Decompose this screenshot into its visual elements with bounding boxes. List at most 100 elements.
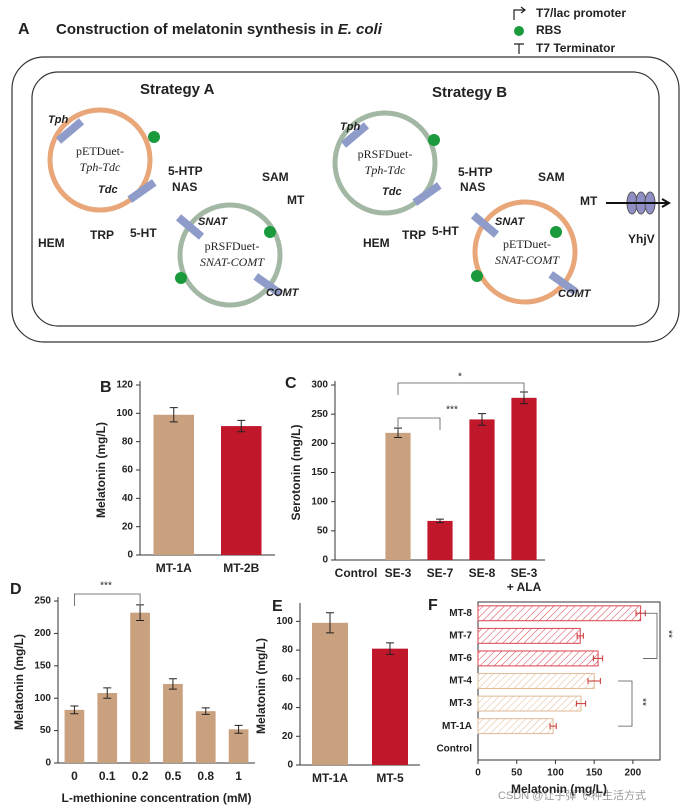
error-bar xyxy=(576,632,584,639)
gene-block xyxy=(253,273,283,297)
y-tick-label: 0 xyxy=(45,758,51,769)
y-tick-label: 60 xyxy=(282,673,294,684)
metabolite: 5-HTP xyxy=(168,164,203,178)
gene-block xyxy=(412,182,442,206)
title-italic: E. coli xyxy=(338,21,383,38)
panel-a: A Construction of melatonin synthesis in… xyxy=(11,6,680,343)
plasmid-name: pETDuet- xyxy=(503,237,551,251)
bar xyxy=(477,695,582,712)
plasmid xyxy=(472,199,578,305)
bar xyxy=(477,627,581,644)
significance-bracket xyxy=(618,680,633,727)
metabolite: HEM xyxy=(38,236,65,250)
error-bar xyxy=(478,413,486,426)
y-tick-label: 120 xyxy=(116,380,133,391)
y-tick-label: 250 xyxy=(34,596,51,607)
y-tick-label: 300 xyxy=(311,380,328,391)
bar xyxy=(477,605,642,622)
metabolite: HEM xyxy=(363,236,390,250)
rbs-icon xyxy=(514,26,524,36)
strategy-title: Strategy A xyxy=(140,81,215,98)
label-line: + ALA xyxy=(507,580,542,594)
y-tick-label: 40 xyxy=(122,493,134,504)
y-tick-label: 80 xyxy=(122,436,134,447)
rbs xyxy=(471,270,483,282)
panel-letter: D xyxy=(10,581,22,598)
x-tick-label: 0.1 xyxy=(99,769,116,783)
y-tick-label: 100 xyxy=(34,693,51,704)
error-bar xyxy=(103,687,112,699)
gene-label: SNAT xyxy=(198,216,228,228)
error-bar xyxy=(201,707,210,715)
error-bar xyxy=(436,518,444,524)
y-tick-label: 150 xyxy=(34,660,51,671)
x-tick-label: 0.2 xyxy=(132,769,149,783)
x-tick-label: SE-3 xyxy=(385,566,412,580)
gene-label: SNAT xyxy=(495,216,525,228)
y-tick-label: 100 xyxy=(116,408,133,419)
y-tick-label: MT-1A xyxy=(442,721,472,732)
y-tick-label: 50 xyxy=(40,725,52,736)
plasmid xyxy=(177,202,283,308)
bar xyxy=(511,397,537,560)
error-bar xyxy=(70,705,79,715)
gene-label: Tph xyxy=(340,121,360,133)
x-tick-label: MT-5 xyxy=(376,771,404,785)
rbs xyxy=(264,226,276,238)
cell-inner xyxy=(31,71,660,327)
gene-label: COMT xyxy=(558,288,592,300)
y-tick-label: MT-4 xyxy=(449,676,472,687)
gene-block xyxy=(340,122,370,148)
y-axis-label: Melatonin (mg/L) xyxy=(254,638,268,734)
x-tick-label: MT-2B xyxy=(223,561,259,575)
bar xyxy=(153,414,194,555)
gene-block xyxy=(127,179,157,203)
metabolite: SAM xyxy=(262,170,289,184)
metabolite: TRP xyxy=(402,228,426,242)
gene-label: Tph xyxy=(48,114,68,126)
error-bar xyxy=(168,678,177,690)
x-tick-label: SE-8 xyxy=(469,566,496,580)
rbs xyxy=(175,272,187,284)
y-tick-label: MT-6 xyxy=(449,653,472,664)
gene-block xyxy=(548,271,578,295)
x-tick-label: 0 xyxy=(71,769,78,783)
gene-block xyxy=(175,214,205,240)
panel-letter: A xyxy=(18,21,30,38)
y-tick-label: MT-8 xyxy=(449,608,472,619)
plasmid-name: pRSFDuet- xyxy=(358,147,413,161)
significance-label: ** xyxy=(662,630,673,638)
bar xyxy=(477,673,595,689)
x-axis-label: L-methionine concentration (mM) xyxy=(62,791,252,805)
x-tick-label: 200 xyxy=(625,768,642,779)
legend-rbs: RBS xyxy=(536,23,561,37)
y-axis-label: Serotonin (mg/L) xyxy=(289,425,303,521)
y-tick-label: MT-3 xyxy=(449,698,472,709)
y-tick-label: 100 xyxy=(276,616,293,627)
y-tick-label: 60 xyxy=(122,465,134,476)
error-bar xyxy=(549,723,557,730)
metabolite: NAS xyxy=(460,180,485,194)
significance-bracket xyxy=(397,417,441,430)
plasmid-name: pETDuet- xyxy=(76,144,124,158)
y-tick-label: 0 xyxy=(322,555,328,566)
x-tick-label: Control xyxy=(335,566,378,580)
metabolite: NAS xyxy=(172,180,197,194)
gene-block xyxy=(470,212,500,238)
x-axis-label: Melatonin (mg/L) xyxy=(511,782,607,796)
y-tick-label: 50 xyxy=(317,525,329,536)
bar xyxy=(195,711,216,763)
plasmid-name: Tph-Tdc xyxy=(365,163,406,177)
x-tick-label: 0.5 xyxy=(165,769,182,783)
panel-letter: C xyxy=(285,375,297,392)
significance-bracket xyxy=(643,612,658,659)
x-tick-label: 50 xyxy=(511,768,523,779)
error-bar xyxy=(326,612,334,634)
x-tick-label: 0.8 xyxy=(197,769,214,783)
y-tick-label: 40 xyxy=(282,702,294,713)
bar xyxy=(427,520,453,560)
transporter-label: YhjV xyxy=(628,232,655,246)
gene-block xyxy=(55,118,85,144)
y-tick-label: 200 xyxy=(311,438,328,449)
x-tick-label: SE-3 + ALA xyxy=(507,566,542,594)
